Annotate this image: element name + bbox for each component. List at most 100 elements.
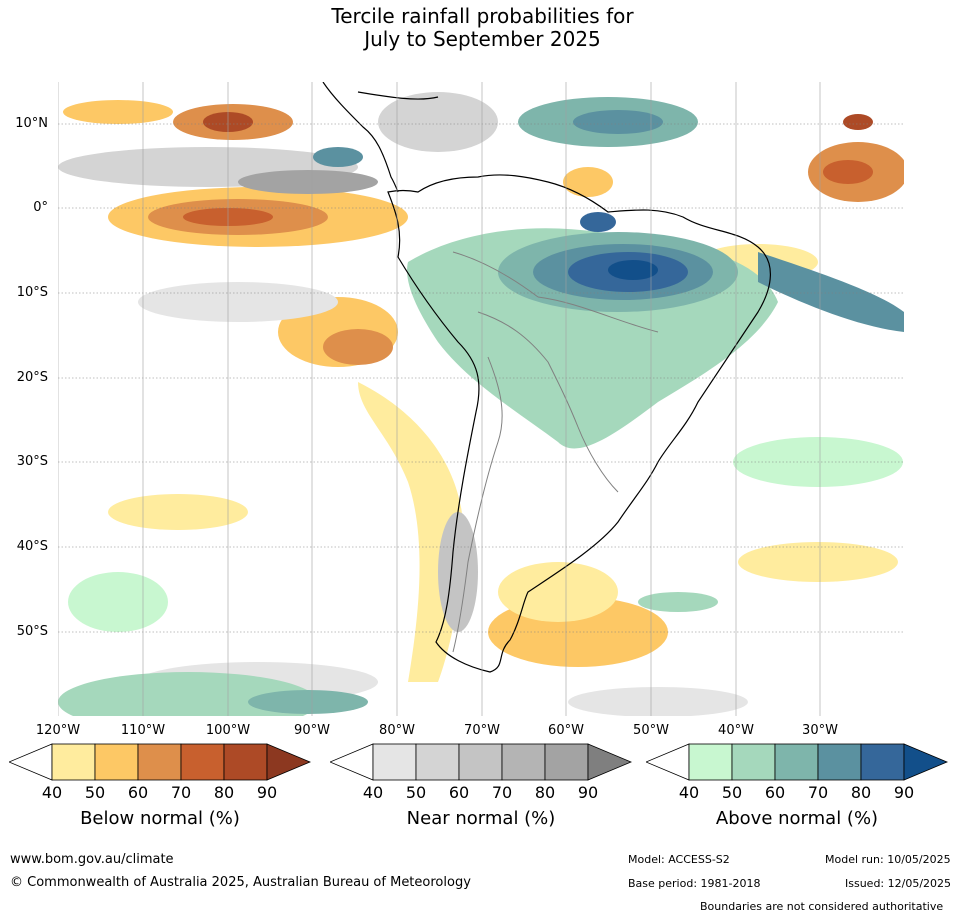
- above-normal-region: [758, 252, 904, 332]
- south-america-coastline: [387, 174, 771, 673]
- below-normal-region: [823, 160, 873, 184]
- caribbean-coastline: [357, 91, 439, 100]
- colorbar-max-extension: [903, 743, 948, 781]
- colorbar-segment: [458, 743, 503, 781]
- lon-label: 80°W: [379, 723, 415, 738]
- map-title-line-2: July to September 2025: [364, 27, 601, 51]
- near-normal-region: [138, 282, 338, 322]
- lon-label: 120°W: [35, 723, 81, 738]
- below-normal-region: [498, 562, 618, 622]
- lon-label: 50°W: [633, 723, 669, 738]
- below-normal-region: [563, 167, 613, 197]
- below-normal-region: [323, 329, 393, 365]
- model-run-text: Model run: 10/05/2025: [825, 853, 951, 866]
- lat-label: 10°N: [15, 116, 48, 131]
- map-title-line-1: Tercile rainfall probabilities for: [331, 4, 634, 28]
- lon-label: 100°W: [205, 723, 251, 738]
- below-normal-region: [108, 494, 248, 530]
- below-normal-region: [738, 542, 898, 582]
- lat-label: 50°S: [16, 624, 48, 639]
- colorbar-segment: [544, 743, 589, 781]
- above-normal-region: [248, 690, 368, 714]
- colorbar-tick: 60: [764, 783, 786, 802]
- colorbar-tick: 90: [577, 783, 599, 802]
- lon-label: 60°W: [548, 723, 584, 738]
- colorbar-segment: [688, 743, 733, 781]
- near-normal-region: [438, 512, 478, 632]
- colorbar-segment: [94, 743, 139, 781]
- lat-label: 10°S: [16, 285, 48, 300]
- colorbar-segment: [223, 743, 268, 781]
- colorbar-min-extension: [646, 743, 690, 781]
- model-text: Model: ACCESS-S2: [628, 853, 730, 866]
- coastlines: [322, 82, 771, 673]
- lat-label: 30°S: [16, 454, 48, 469]
- colorbar-segment: [180, 743, 225, 781]
- near-normal-colorbar: [330, 743, 632, 781]
- source-url[interactable]: www.bom.gov.au/climate: [10, 852, 174, 867]
- lat-label: 0°: [33, 200, 48, 215]
- colorbar-tick: 50: [405, 783, 427, 802]
- above-normal-region: [68, 572, 168, 632]
- colorbar-max-extension: [266, 743, 311, 781]
- colorbar-min-extension: [330, 743, 374, 781]
- above-normal-region: [573, 110, 663, 134]
- above-normal-colorbar-title: Above normal (%): [715, 808, 879, 829]
- boundaries-disclaimer: Boundaries are not considered authoritat…: [700, 900, 944, 913]
- meridians: [58, 82, 821, 716]
- central-america-coastline: [322, 82, 399, 193]
- colorbar-tick: 40: [678, 783, 700, 802]
- colorbar-tick: 40: [362, 783, 384, 802]
- colorbar-segment: [731, 743, 776, 781]
- colorbar-segment: [860, 743, 905, 781]
- lat-label: 20°S: [16, 370, 48, 385]
- issued-text: Issued: 12/05/2025: [845, 877, 952, 890]
- below-normal-region: [843, 114, 873, 130]
- colorbar-segment: [415, 743, 460, 781]
- above-normal-colorbar: [646, 743, 948, 781]
- lon-label: 70°W: [464, 723, 500, 738]
- lat-label: 40°S: [16, 539, 48, 554]
- colorbar-segment: [501, 743, 546, 781]
- above-normal-region: [580, 212, 616, 232]
- base-period-text: Base period: 1981-2018: [628, 877, 761, 890]
- lon-label: 110°W: [120, 723, 166, 738]
- lon-label: 30°W: [802, 723, 838, 738]
- below-normal-colorbar-title: Below normal (%): [80, 808, 240, 829]
- colorbar-tick: 90: [256, 783, 278, 802]
- colorbar-tick: 90: [893, 783, 915, 802]
- colorbar-segment: [372, 743, 417, 781]
- map-background: [58, 82, 904, 716]
- colorbar-tick: 70: [491, 783, 513, 802]
- graticule: [58, 123, 904, 633]
- above-normal-region: [608, 260, 658, 280]
- near-normal-region: [238, 170, 378, 194]
- colorbar-tick: 60: [448, 783, 470, 802]
- below-normal-region: [63, 100, 173, 124]
- colorbar-tick: 50: [84, 783, 106, 802]
- near-normal-region: [378, 92, 498, 152]
- near-normal-region: [568, 687, 748, 716]
- colorbar-tick: 80: [850, 783, 872, 802]
- colorbar-tick: 70: [170, 783, 192, 802]
- colorbar-tick: 50: [721, 783, 743, 802]
- rainfall-probability-map: [58, 82, 904, 716]
- colorbar-segment: [817, 743, 862, 781]
- colorbar-segment: [774, 743, 819, 781]
- lon-label: 40°W: [718, 723, 754, 738]
- near-normal-colorbar-title: Near normal (%): [406, 808, 556, 829]
- colorbar-tick: 40: [41, 783, 63, 802]
- colorbar-tick: 70: [807, 783, 829, 802]
- below-normal-region: [358, 382, 464, 682]
- above-normal-region: [638, 592, 718, 612]
- copyright-text: © Commonwealth of Australia 2025, Austra…: [10, 875, 471, 890]
- colorbar-segment: [51, 743, 96, 781]
- colorbar-tick: 80: [534, 783, 556, 802]
- lon-label: 90°W: [294, 723, 330, 738]
- below-normal-colorbar: [9, 743, 311, 781]
- country-boundaries: [452, 251, 659, 653]
- above-normal-region: [313, 147, 363, 167]
- colorbar-segment: [137, 743, 182, 781]
- colorbar-min-extension: [9, 743, 53, 781]
- colorbar-max-extension: [587, 743, 632, 781]
